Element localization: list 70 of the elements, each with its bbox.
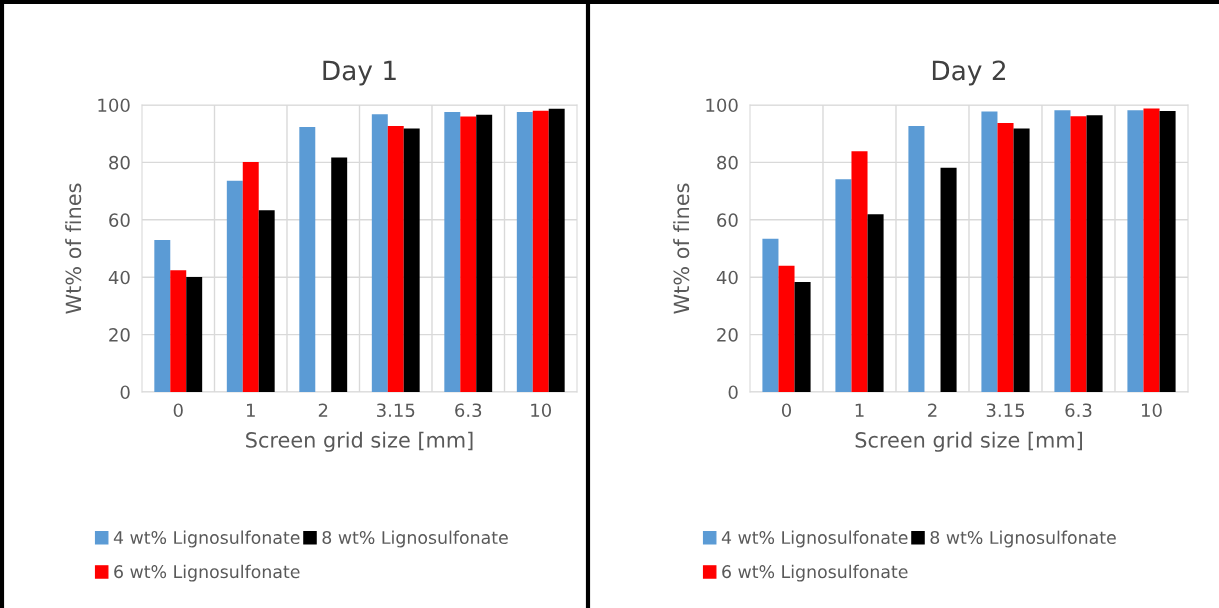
x-axis-title: Screen grid size [mm] <box>855 431 1082 452</box>
bar <box>1143 108 1160 392</box>
x-tick-label: 0 <box>781 403 792 418</box>
x-tick-label: 10 <box>1142 403 1162 418</box>
legend-label: 8 wt% Lignosulfonate <box>930 530 1116 548</box>
bar <box>1013 128 1030 392</box>
bar <box>1127 110 1144 392</box>
bar <box>1054 110 1071 392</box>
bar <box>532 110 549 392</box>
y-tick-label: 80 <box>109 155 130 170</box>
x-tick-label: 3.15 <box>986 403 1025 418</box>
chart-title: Day 1 <box>323 60 396 86</box>
legend-label: 6 wt% Lignosulfonate <box>722 564 908 582</box>
bar <box>258 210 275 392</box>
y-tick-label: 40 <box>716 270 738 285</box>
legend-label: 6 wt% Lignosulfonate <box>114 564 300 582</box>
bar <box>851 151 868 392</box>
bar <box>154 239 171 392</box>
bar <box>242 162 259 392</box>
bar <box>331 157 348 392</box>
chart-title: Day 2 <box>932 60 1005 86</box>
bar <box>1086 115 1103 392</box>
bar <box>997 123 1014 392</box>
bar <box>371 114 388 392</box>
bar <box>794 282 811 392</box>
legend-label: 4 wt% Lignosulfonate <box>721 530 908 548</box>
bar <box>548 108 565 392</box>
x-tick-label: 2 <box>318 403 328 417</box>
bar <box>226 180 243 392</box>
bar <box>1159 111 1176 392</box>
y-tick-label: 60 <box>109 213 130 227</box>
bar <box>403 128 420 392</box>
x-axis-title: Screen grid size [mm] <box>246 431 473 452</box>
x-tick-label: 1 <box>246 403 255 417</box>
y-tick-label: 60 <box>717 213 738 227</box>
x-tick-label: 2 <box>928 403 937 417</box>
bar <box>867 214 884 392</box>
y-tick-label: 40 <box>108 270 130 285</box>
bar <box>762 238 779 392</box>
bar <box>981 111 998 392</box>
y-tick-label: 20 <box>717 328 738 342</box>
bar <box>170 270 187 392</box>
bar <box>778 265 795 392</box>
y-tick-label: 0 <box>728 385 738 400</box>
x-tick-label: 3.15 <box>377 403 415 418</box>
bar <box>1070 116 1087 392</box>
legend-label: 4 wt% Lignosulfonate <box>113 530 300 548</box>
bar <box>186 276 203 392</box>
y-tick-label: 100 <box>98 98 130 113</box>
bar <box>387 125 404 392</box>
bar <box>299 127 316 392</box>
y-tick-label: 20 <box>109 328 130 342</box>
y-tick-label: 80 <box>717 155 738 170</box>
bar <box>940 167 957 392</box>
bar <box>908 125 925 392</box>
x-tick-label: 6.3 <box>1065 403 1092 418</box>
y-tick-label: 0 <box>120 385 130 400</box>
y-axis-title: Wt% of fines <box>673 183 690 314</box>
bar <box>444 111 461 392</box>
x-tick-label: 1 <box>855 403 864 417</box>
bar <box>835 179 852 392</box>
bar <box>516 111 533 392</box>
legend-label: 8 wt% Lignosulfonate <box>322 530 508 548</box>
y-axis-title: Wt% of fines <box>65 183 82 314</box>
y-tick-label: 100 <box>706 98 738 113</box>
bar <box>460 116 477 392</box>
bar <box>476 114 493 392</box>
x-tick-label: 6.3 <box>455 403 482 418</box>
x-tick-label: 10 <box>531 403 552 418</box>
x-tick-label: 0 <box>173 403 183 418</box>
